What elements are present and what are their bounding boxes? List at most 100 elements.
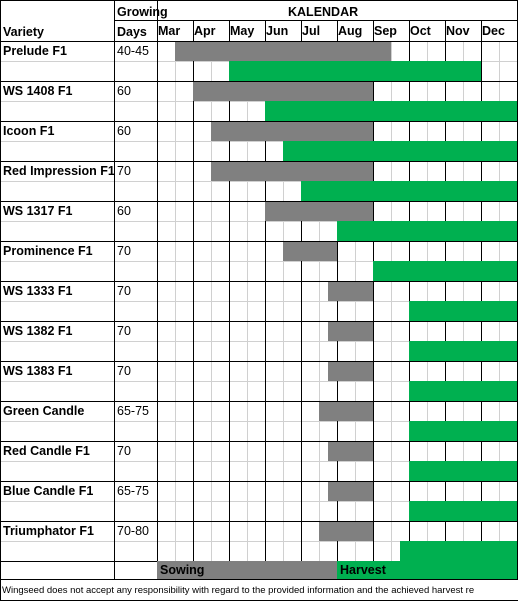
- grid-half-row-line: [0, 181, 518, 182]
- sowing-bar: [328, 282, 373, 301]
- variety-name: Icoon F1: [3, 124, 55, 138]
- growing-days: 60: [117, 124, 131, 138]
- row-divider: [0, 161, 518, 162]
- sheet-left-border: [0, 0, 1, 601]
- growing-header: Growing: [117, 5, 168, 19]
- row-divider: [0, 441, 518, 442]
- variety-name: WS 1408 F1: [3, 84, 73, 98]
- variety-column-divider: [114, 0, 115, 579]
- grid-half-row-line: [0, 301, 518, 302]
- growing-days: 65-75: [117, 484, 149, 498]
- month-divider-line: [229, 21, 230, 561]
- month-header: Sep: [374, 24, 397, 38]
- grid-half-row-line: [0, 461, 518, 462]
- sowing-bar: [328, 362, 373, 381]
- variety-name: WS 1382 F1: [3, 324, 73, 338]
- month-header: Nov: [446, 24, 470, 38]
- month-divider-line: [409, 21, 410, 561]
- grid-half-row-line: [0, 381, 518, 382]
- sowing-bar: [265, 202, 373, 221]
- variety-name: Triumphator F1: [3, 524, 94, 538]
- growing-days: 70: [117, 444, 131, 458]
- calendar-title: KALENDAR: [288, 5, 359, 19]
- sowing-bar: [211, 122, 373, 141]
- variety-name: Green Candle: [3, 404, 85, 418]
- sheet-top-line: [0, 0, 518, 1]
- variety-name: Red Candle F1: [3, 444, 90, 458]
- growing-days: 65-75: [117, 404, 149, 418]
- sowing-bar: [283, 242, 337, 261]
- month-divider-line: [301, 21, 302, 561]
- growing-days: 40-45: [117, 44, 149, 58]
- month-divider-line: [193, 21, 194, 561]
- growing-days: 60: [117, 84, 131, 98]
- variety-name: Blue Candle F1: [3, 484, 94, 498]
- harvest-bar: [409, 421, 517, 441]
- variety-name: WS 1317 F1: [3, 204, 73, 218]
- month-header: Apr: [194, 24, 216, 38]
- header-bottom-line: [0, 41, 518, 42]
- sowing-bar: [328, 322, 373, 341]
- days-header: Days: [117, 25, 147, 39]
- harvest-bar: [283, 141, 517, 161]
- grid-half-row-line: [0, 421, 518, 422]
- sowing-bar: [328, 442, 373, 461]
- header-divider: [114, 20, 518, 21]
- harvest-bar: [409, 381, 517, 401]
- variety-name: Prominence F1: [3, 244, 93, 258]
- row-divider: [0, 361, 518, 362]
- grid-half-row-line: [0, 221, 518, 222]
- variety-name: Prelude F1: [3, 44, 67, 58]
- sowing-bar: [319, 402, 373, 421]
- grid-half-row-line: [0, 541, 518, 542]
- month-header: Aug: [338, 24, 363, 38]
- month-divider-line: [265, 21, 266, 561]
- harvest-bar: [409, 501, 517, 521]
- row-divider: [0, 521, 518, 522]
- growing-days: 70-80: [117, 524, 149, 538]
- calendar-left-border: [157, 0, 158, 579]
- disclaimer-text: Wingseed does not accept any responsibil…: [2, 585, 475, 596]
- variety-header: Variety: [3, 25, 45, 39]
- variety-name: WS 1333 F1: [3, 284, 73, 298]
- sowing-bar: [193, 82, 373, 101]
- harvest-legend-label: Harvest: [340, 563, 386, 577]
- row-divider: [0, 81, 518, 82]
- row-divider: [0, 121, 518, 122]
- row-divider: [0, 241, 518, 242]
- harvest-bar: [337, 221, 517, 241]
- month-header: Jun: [266, 24, 289, 38]
- sowing-bar: [175, 42, 391, 61]
- month-header: May: [230, 24, 255, 38]
- harvest-bar: [409, 461, 517, 481]
- growing-days: 60: [117, 204, 131, 218]
- harvest-bar: [409, 301, 517, 321]
- harvest-bar: [400, 541, 517, 561]
- sowing-legend-bar: [157, 561, 337, 579]
- sowing-bar: [328, 482, 373, 501]
- harvest-bar: [409, 341, 517, 361]
- harvest-legend-bar: [337, 561, 517, 579]
- month-header: Dec: [482, 24, 505, 38]
- grid-half-row-line: [0, 261, 518, 262]
- growing-days: 70: [117, 164, 131, 178]
- row-divider: [0, 401, 518, 402]
- sowing-bar: [319, 522, 373, 541]
- row-divider: [0, 281, 518, 282]
- harvest-bar: [301, 181, 517, 201]
- growing-days: 70: [117, 364, 131, 378]
- grid-half-row-line: [0, 101, 518, 102]
- variety-name: Red Impression F1: [3, 164, 115, 178]
- row-divider: [0, 201, 518, 202]
- growing-days: 70: [117, 324, 131, 338]
- sowing-legend-label: Sowing: [160, 563, 205, 577]
- month-divider-line: [481, 21, 482, 561]
- month-header: Oct: [410, 24, 431, 38]
- row-divider: [0, 481, 518, 482]
- grid-half-row-line: [0, 341, 518, 342]
- month-header: Jul: [302, 24, 321, 38]
- month-header: Mar: [158, 24, 181, 38]
- month-divider-line: [445, 21, 446, 561]
- variety-name: WS 1383 F1: [3, 364, 73, 378]
- harvest-bar: [265, 101, 517, 121]
